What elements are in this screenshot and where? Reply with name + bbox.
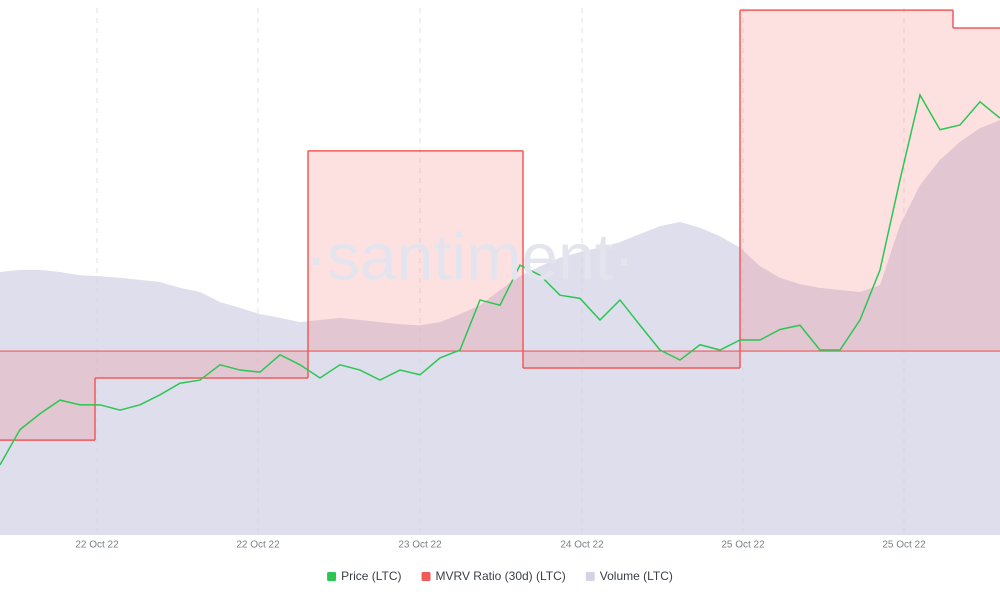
mvrv-fill	[523, 351, 740, 368]
legend-label: Volume (LTC)	[600, 569, 673, 583]
mvrv-fill	[740, 10, 953, 352]
x-tick-label: 25 Oct 22	[882, 540, 926, 551]
legend: Price (LTC) MVRV Ratio (30d) (LTC) Volume …	[327, 569, 673, 583]
legend-swatch	[585, 572, 595, 581]
x-tick-label: 23 Oct 22	[398, 540, 442, 551]
watermark: ·santiment·	[305, 219, 635, 293]
price-line	[0, 92, 1000, 466]
mvrv-fill	[0, 351, 95, 441]
legend-swatch	[421, 572, 431, 581]
mvrv-fill	[95, 351, 308, 378]
x-tick-label: 22 Oct 22	[236, 540, 280, 551]
legend-swatch	[327, 572, 337, 581]
volume-area	[0, 120, 1000, 535]
x-tick-label: 22 Oct 22	[75, 540, 119, 551]
mvrv-fill	[308, 150, 523, 352]
x-tick-label: 25 Oct 22	[721, 540, 765, 551]
mvrv-fill	[953, 28, 1000, 352]
legend-label: Price (LTC)	[341, 569, 401, 583]
x-tick-label: 24 Oct 22	[560, 540, 604, 551]
legend-label: MVRV Ratio (30d) (LTC)	[436, 569, 566, 583]
